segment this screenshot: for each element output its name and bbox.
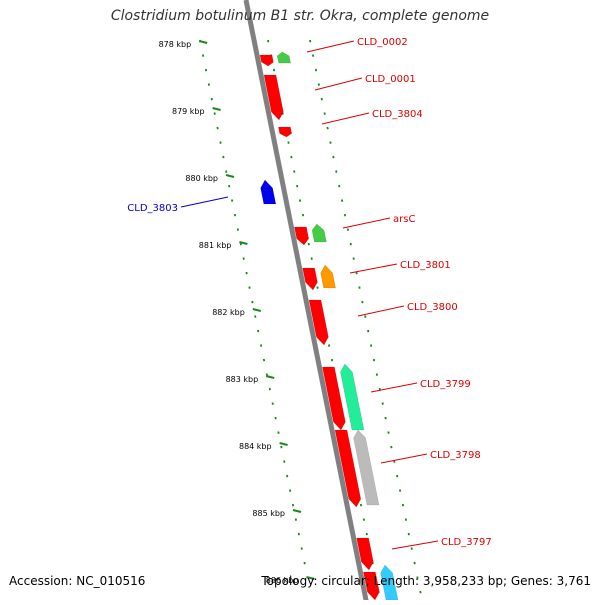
CLD_0002-feature [260, 55, 273, 66]
ruler-tick [226, 175, 234, 177]
gene-label-cld-3799: CLD_3799 [420, 379, 471, 390]
leader-line-cld-3801 [350, 264, 397, 273]
gene-label-cld-3797: CLD_3797 [441, 537, 492, 548]
ruler-tick-label: 880 kbp [185, 174, 218, 183]
gene-label-cld-3804: CLD_3804 [372, 109, 423, 120]
arsC-neighbor-feature [312, 224, 326, 242]
CLD_3804-feature [278, 127, 291, 137]
gene-label-arsc: arsC [393, 214, 415, 225]
ruler-tick-label: 881 kbp [199, 241, 232, 250]
leader-line-arsc [343, 218, 390, 228]
leader-line-cld-3800 [358, 306, 404, 316]
ruler-tick-label: 878 kbp [159, 40, 192, 49]
gene-label-cld-3798: CLD_3798 [430, 450, 481, 461]
ruler-tick [213, 108, 221, 110]
gene-label-cld-0002: CLD_0002 [357, 37, 408, 48]
leader-line-cld-3799 [371, 383, 417, 392]
gene-label-cld-3801: CLD_3801 [400, 260, 451, 271]
ruler-tick [253, 309, 261, 311]
ruler-tick [280, 443, 288, 445]
ruler-tick [293, 510, 301, 512]
leader-line-cld-0001 [315, 78, 362, 90]
ruler-tick-label: 882 kbp [212, 308, 245, 317]
CLD_0002-neighbor-feature [277, 52, 290, 63]
gene-label-cld-3803: CLD_3803 [127, 203, 178, 214]
leader-line-cld-3797 [392, 541, 438, 549]
ruler-tick [199, 41, 207, 43]
leader-line-cld-3804 [322, 113, 369, 124]
CLD_3801-neighbor-feature [321, 265, 336, 288]
accession-text: Accession: NC_010516 [9, 574, 145, 588]
ruler-tick-label: 883 kbp [226, 375, 259, 384]
CLD_3803-feature [261, 180, 276, 204]
leader-line-cld-3803 [181, 197, 228, 207]
ruler-tick [266, 376, 274, 378]
ruler-tick-label: 884 kbp [239, 442, 272, 451]
position-ruler: 878 kbp 879 kbp 880 kbp 881 kbp 882 kbp 883 k… [159, 40, 315, 585]
map-title: Clostridium botulinum B1 str. Okra, comp… [0, 8, 600, 24]
leader-line-cld-0002 [307, 41, 354, 52]
gene-label-cld-3800: CLD_3800 [407, 302, 458, 313]
ruler-tick-label: 885 kbp [252, 509, 285, 518]
leader-line-cld-3798 [381, 454, 427, 463]
ruler-tick-label: 879 kbp [172, 107, 205, 116]
topology-summary: Topology: circular; Length: 3,958,233 bp… [261, 574, 591, 588]
gene-label-cld-0001: CLD_0001 [365, 74, 416, 85]
inner-track-guide [200, 40, 305, 564]
